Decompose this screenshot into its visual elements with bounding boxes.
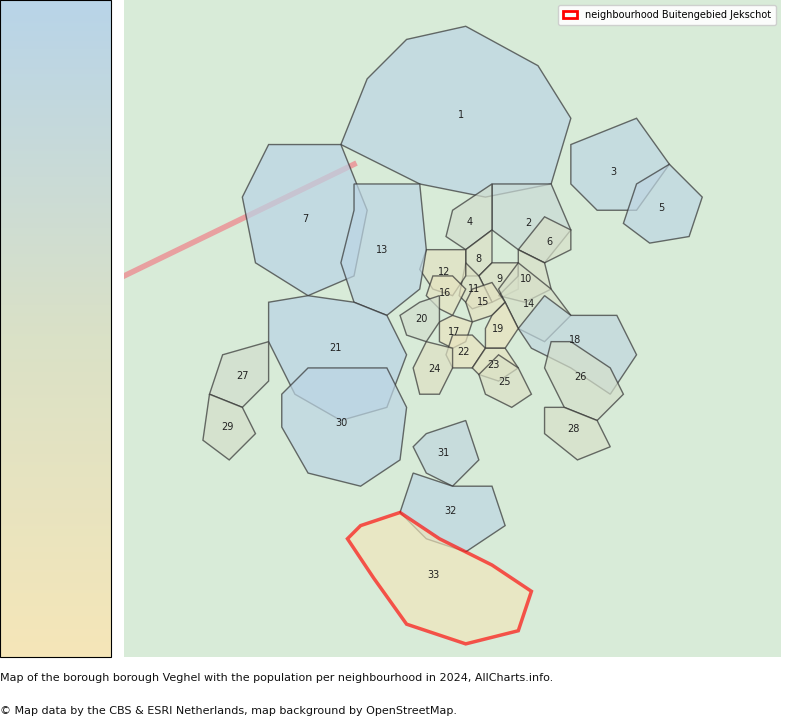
Text: 29: 29: [222, 422, 234, 432]
Polygon shape: [623, 165, 702, 243]
Text: 23: 23: [487, 360, 499, 370]
Text: 20: 20: [416, 313, 428, 323]
Text: 7: 7: [302, 214, 308, 224]
Text: 8: 8: [476, 254, 482, 264]
Text: 15: 15: [477, 297, 489, 308]
Polygon shape: [400, 296, 439, 342]
Polygon shape: [545, 342, 623, 420]
Polygon shape: [242, 144, 367, 296]
Polygon shape: [446, 335, 485, 368]
Text: 2: 2: [525, 218, 531, 228]
Text: 30: 30: [336, 418, 348, 428]
Text: Map of the borough borough Veghel with the population per neighbourhood in 2024,: Map of the borough borough Veghel with t…: [0, 673, 553, 683]
Polygon shape: [479, 355, 531, 407]
Polygon shape: [348, 513, 531, 644]
Polygon shape: [413, 342, 453, 394]
Polygon shape: [459, 263, 492, 309]
Legend: neighbourhood Buitengebied Jekschot: neighbourhood Buitengebied Jekschot: [558, 5, 777, 25]
Polygon shape: [518, 217, 571, 263]
Polygon shape: [413, 420, 479, 486]
Text: 3: 3: [611, 167, 617, 177]
Text: 6: 6: [547, 237, 553, 247]
Polygon shape: [268, 296, 407, 420]
Text: 26: 26: [574, 373, 587, 383]
Text: 5: 5: [658, 203, 665, 213]
Polygon shape: [210, 342, 268, 407]
Text: 28: 28: [567, 425, 579, 434]
Text: 24: 24: [428, 364, 440, 374]
Text: 19: 19: [492, 323, 505, 334]
Text: 32: 32: [445, 505, 457, 516]
Text: 9: 9: [497, 274, 503, 284]
Polygon shape: [446, 184, 492, 250]
Polygon shape: [499, 263, 571, 342]
Polygon shape: [466, 282, 505, 322]
Polygon shape: [466, 230, 492, 276]
Polygon shape: [518, 296, 637, 394]
Text: 22: 22: [457, 347, 470, 357]
Polygon shape: [341, 184, 426, 316]
Text: 10: 10: [520, 274, 532, 284]
Text: 13: 13: [376, 245, 388, 255]
Polygon shape: [203, 394, 256, 460]
Polygon shape: [282, 368, 407, 486]
Polygon shape: [439, 316, 472, 348]
Polygon shape: [472, 348, 518, 381]
Polygon shape: [545, 407, 611, 460]
Polygon shape: [420, 250, 466, 296]
Polygon shape: [571, 118, 669, 210]
Text: 27: 27: [236, 371, 249, 380]
Polygon shape: [341, 26, 571, 197]
Text: 17: 17: [448, 327, 460, 336]
Text: 16: 16: [439, 289, 451, 298]
Text: 18: 18: [569, 335, 581, 345]
Text: 1: 1: [457, 110, 464, 121]
Text: 25: 25: [498, 377, 511, 387]
Text: 31: 31: [437, 448, 450, 458]
Polygon shape: [499, 250, 551, 303]
Polygon shape: [426, 276, 466, 316]
Polygon shape: [492, 184, 571, 263]
Polygon shape: [479, 263, 518, 303]
Text: 14: 14: [523, 299, 536, 309]
Text: 12: 12: [437, 266, 450, 277]
Text: 11: 11: [468, 284, 480, 294]
Text: 4: 4: [467, 217, 472, 227]
Polygon shape: [400, 473, 505, 552]
Polygon shape: [485, 303, 518, 348]
Text: © Map data by the CBS & ESRI Netherlands, map background by OpenStreetMap.: © Map data by the CBS & ESRI Netherlands…: [0, 706, 457, 716]
Text: 33: 33: [427, 570, 440, 580]
Text: 21: 21: [329, 343, 341, 353]
